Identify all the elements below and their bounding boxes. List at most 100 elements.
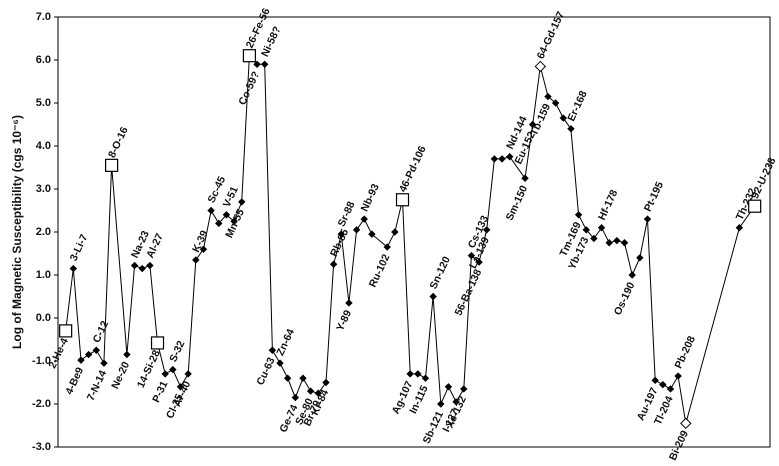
marker-square bbox=[748, 199, 762, 213]
point-label: Sn-120 bbox=[428, 255, 453, 291]
point-label: 4-Be9 bbox=[63, 365, 86, 396]
marker-diamond bbox=[498, 155, 506, 163]
marker-diamond bbox=[528, 120, 537, 129]
marker-diamond bbox=[651, 376, 659, 385]
marker-diamond bbox=[345, 299, 353, 307]
marker-diamond bbox=[314, 389, 323, 397]
marker-diamond bbox=[559, 114, 567, 122]
point-label: 8-O-16 bbox=[106, 125, 131, 160]
point-label: Ru-102 bbox=[367, 252, 393, 289]
point-label: Sm-150 bbox=[504, 183, 531, 222]
marker-diamond bbox=[421, 374, 430, 382]
marker-diamond bbox=[483, 226, 491, 234]
point-label: Hf-178 bbox=[596, 188, 621, 222]
marker-diamond bbox=[680, 417, 692, 430]
marker-diamond bbox=[123, 350, 131, 359]
marker-diamond bbox=[299, 374, 307, 382]
marker-diamond bbox=[261, 60, 269, 69]
data-line bbox=[65, 54, 756, 424]
marker-diamond bbox=[735, 223, 744, 232]
marker-diamond bbox=[666, 385, 675, 393]
point-label: Tb-159 bbox=[528, 102, 553, 138]
marker-diamond bbox=[322, 378, 330, 387]
marker-diamond bbox=[505, 153, 514, 161]
point-label: Ne-20 bbox=[109, 360, 132, 391]
marker-diamond bbox=[192, 256, 200, 264]
y-tick-label: 4.0 bbox=[36, 140, 51, 152]
marker-diamond bbox=[100, 359, 108, 367]
marker-diamond bbox=[391, 228, 399, 236]
marker-diamond bbox=[176, 383, 185, 391]
point-label: K-39 bbox=[190, 229, 211, 255]
point-label: P-31 bbox=[150, 379, 170, 404]
point-label: Sr-88 bbox=[336, 200, 358, 229]
point-label: 46-Pd-106 bbox=[397, 144, 429, 194]
point-label: Cu-63 bbox=[254, 355, 277, 387]
point-label: Zn-64 bbox=[274, 327, 297, 358]
point-label: Co-59? bbox=[236, 70, 262, 107]
marker-diamond bbox=[659, 380, 667, 389]
marker-square bbox=[104, 158, 119, 172]
point-label: Er-168 bbox=[565, 89, 590, 123]
marker-diamond bbox=[77, 356, 85, 364]
point-label: Y-89 bbox=[334, 308, 354, 333]
marker-diamond bbox=[383, 243, 391, 251]
marker-diamond bbox=[230, 217, 238, 225]
point-label: Rb-85 bbox=[328, 227, 351, 259]
marker-diamond bbox=[69, 264, 78, 273]
marker-diamond bbox=[582, 226, 590, 234]
marker-diamond bbox=[268, 346, 277, 354]
marker-diamond bbox=[337, 230, 345, 238]
y-tick-label: 7.0 bbox=[36, 11, 51, 23]
marker-diamond bbox=[352, 226, 361, 234]
point-label: 3-Li-7 bbox=[68, 232, 91, 263]
point-label: Pb-208 bbox=[672, 334, 697, 370]
marker-diamond bbox=[521, 174, 529, 182]
marker-diamond bbox=[238, 198, 246, 206]
marker-diamond bbox=[475, 258, 483, 266]
y-axis-label: Log of Magnetic Susceptibility (cgs 10⁻⁶… bbox=[10, 115, 24, 349]
marker-diamond bbox=[360, 215, 368, 223]
marker-diamond bbox=[329, 260, 338, 268]
marker-diamond bbox=[146, 261, 154, 270]
marker-diamond bbox=[444, 383, 453, 391]
marker-diamond bbox=[406, 370, 414, 378]
marker-diamond bbox=[613, 236, 621, 245]
marker-diamond bbox=[643, 215, 652, 223]
point-label: S-32 bbox=[167, 339, 187, 364]
marker-diamond bbox=[138, 264, 146, 273]
marker-diamond bbox=[414, 370, 422, 378]
point-label: Bi-209 bbox=[667, 429, 691, 463]
marker-diamond bbox=[184, 370, 192, 378]
marker-diamond bbox=[460, 385, 468, 393]
marker-diamond bbox=[674, 372, 682, 380]
point-label: Pt-195 bbox=[642, 180, 666, 214]
marker-diamond bbox=[253, 60, 261, 69]
marker-diamond bbox=[574, 211, 583, 219]
marker-diamond bbox=[429, 292, 437, 301]
marker-square bbox=[395, 193, 410, 207]
point-label: C-12 bbox=[91, 319, 112, 345]
marker-diamond bbox=[130, 261, 139, 270]
marker-diamond bbox=[306, 387, 315, 395]
marker-diamond bbox=[628, 271, 636, 279]
marker-diamond bbox=[490, 155, 499, 163]
y-tick-label: 2.0 bbox=[36, 226, 51, 238]
y-tick-label: 3.0 bbox=[36, 183, 51, 195]
marker-diamond bbox=[590, 234, 598, 243]
marker-diamond bbox=[437, 400, 445, 408]
marker-diamond bbox=[620, 239, 629, 247]
marker-square bbox=[59, 324, 73, 338]
y-tick-label: -2.0 bbox=[32, 398, 51, 410]
marker-diamond bbox=[161, 370, 169, 378]
marker-diamond bbox=[199, 245, 208, 253]
y-tick-label: 0.0 bbox=[36, 312, 51, 324]
marker-diamond bbox=[92, 346, 100, 354]
y-tick-label: 1.0 bbox=[36, 269, 51, 281]
marker-diamond bbox=[368, 230, 376, 238]
marker-diamond bbox=[544, 92, 552, 101]
point-label: Os-190 bbox=[612, 280, 638, 317]
marker-diamond bbox=[222, 211, 231, 219]
marker-diamond bbox=[283, 374, 292, 382]
